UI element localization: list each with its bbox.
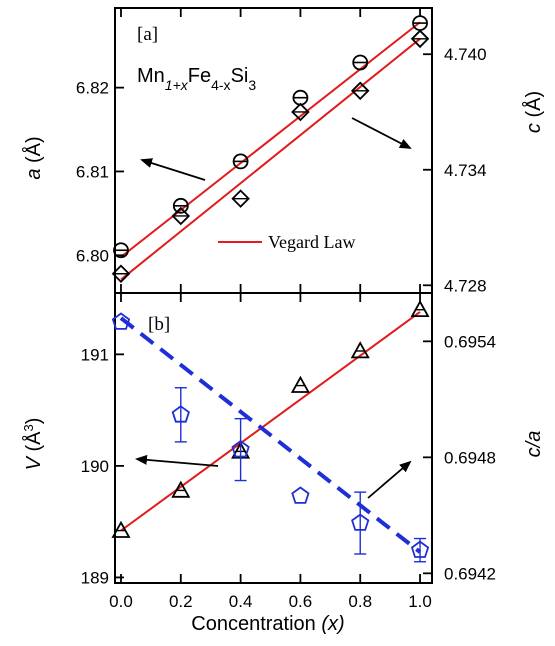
x-tick-label: 0.0: [109, 592, 133, 611]
data-point-diamond: [111, 264, 131, 284]
data-point-triangle: [350, 341, 370, 359]
data-point-pentagon: [111, 312, 131, 330]
arrow-to-left-axis-b: [135, 454, 219, 467]
plot-frame-b: [114, 292, 433, 584]
data-point-triangle: [290, 375, 310, 393]
y-left-label-b: V (Å3): [21, 418, 46, 471]
y-left-a-tick-label: 6.81: [76, 162, 109, 181]
data-point-pentagon: [351, 513, 370, 531]
x-tick-label: 1.0: [408, 592, 432, 611]
x-tick-label: 0.8: [348, 592, 372, 611]
data-point-pentagon: [231, 439, 250, 458]
y-right-b-tick-label: 0.6942: [444, 564, 496, 583]
panel-b-label: [b]: [148, 314, 170, 335]
y-left-a-tick-label: 6.82: [76, 79, 109, 98]
y-right-label-b: c/a: [523, 431, 545, 458]
data-point-diamond: [171, 206, 191, 226]
y-right-a-tick-label: 4.728: [444, 276, 487, 295]
data-point-triangle: [171, 480, 191, 498]
y-left-b-tick-label: 191: [81, 345, 109, 364]
y-left-b-tick-label: 190: [81, 457, 109, 476]
fit-line-b-1: [119, 316, 422, 554]
arrow-to-left-axis-a: [140, 158, 206, 181]
y-left-label-a: a (Å): [22, 136, 45, 179]
data-point-diamond: [410, 29, 430, 49]
y-right-b-tick-label: 0.6948: [444, 448, 496, 467]
x-tick-label: 0.6: [289, 592, 313, 611]
y-right-a-tick-label: 4.734: [444, 161, 487, 180]
data-point-pentagon: [291, 486, 310, 504]
formula-label: Mn1+xFe4-xSi3: [137, 65, 256, 93]
x-tick-label: 0.4: [229, 592, 253, 611]
y-right-a-tick-label: 4.740: [444, 45, 487, 64]
y-right-label-a: c (Å): [522, 91, 545, 133]
fit-line-a-0: [120, 21, 421, 258]
data-point-pentagon: [171, 405, 190, 423]
data-point-triangle: [410, 299, 430, 318]
y-left-a-tick-label: 6.80: [76, 246, 109, 265]
panel-a-label: [a]: [137, 24, 158, 45]
arrow-to-right-axis-b: [367, 460, 412, 499]
data-point-diamond: [350, 81, 370, 101]
fit-line-a-1: [120, 38, 421, 281]
y-right-b-tick-label: 0.6954: [444, 332, 496, 351]
x-axis-label: Concentration (x): [191, 613, 344, 635]
x-tick-label: 0.2: [169, 592, 193, 611]
legend-label: Vegard Law: [268, 232, 355, 252]
fit-line-b-0: [120, 311, 421, 532]
data-point-diamond: [231, 189, 250, 208]
arrow-to-right-axis-a: [351, 117, 412, 149]
data-point-diamond: [291, 102, 310, 122]
data-point-pentagon: [410, 540, 430, 558]
data-point-triangle: [111, 520, 131, 538]
y-left-b-tick-label: 189: [81, 568, 109, 587]
